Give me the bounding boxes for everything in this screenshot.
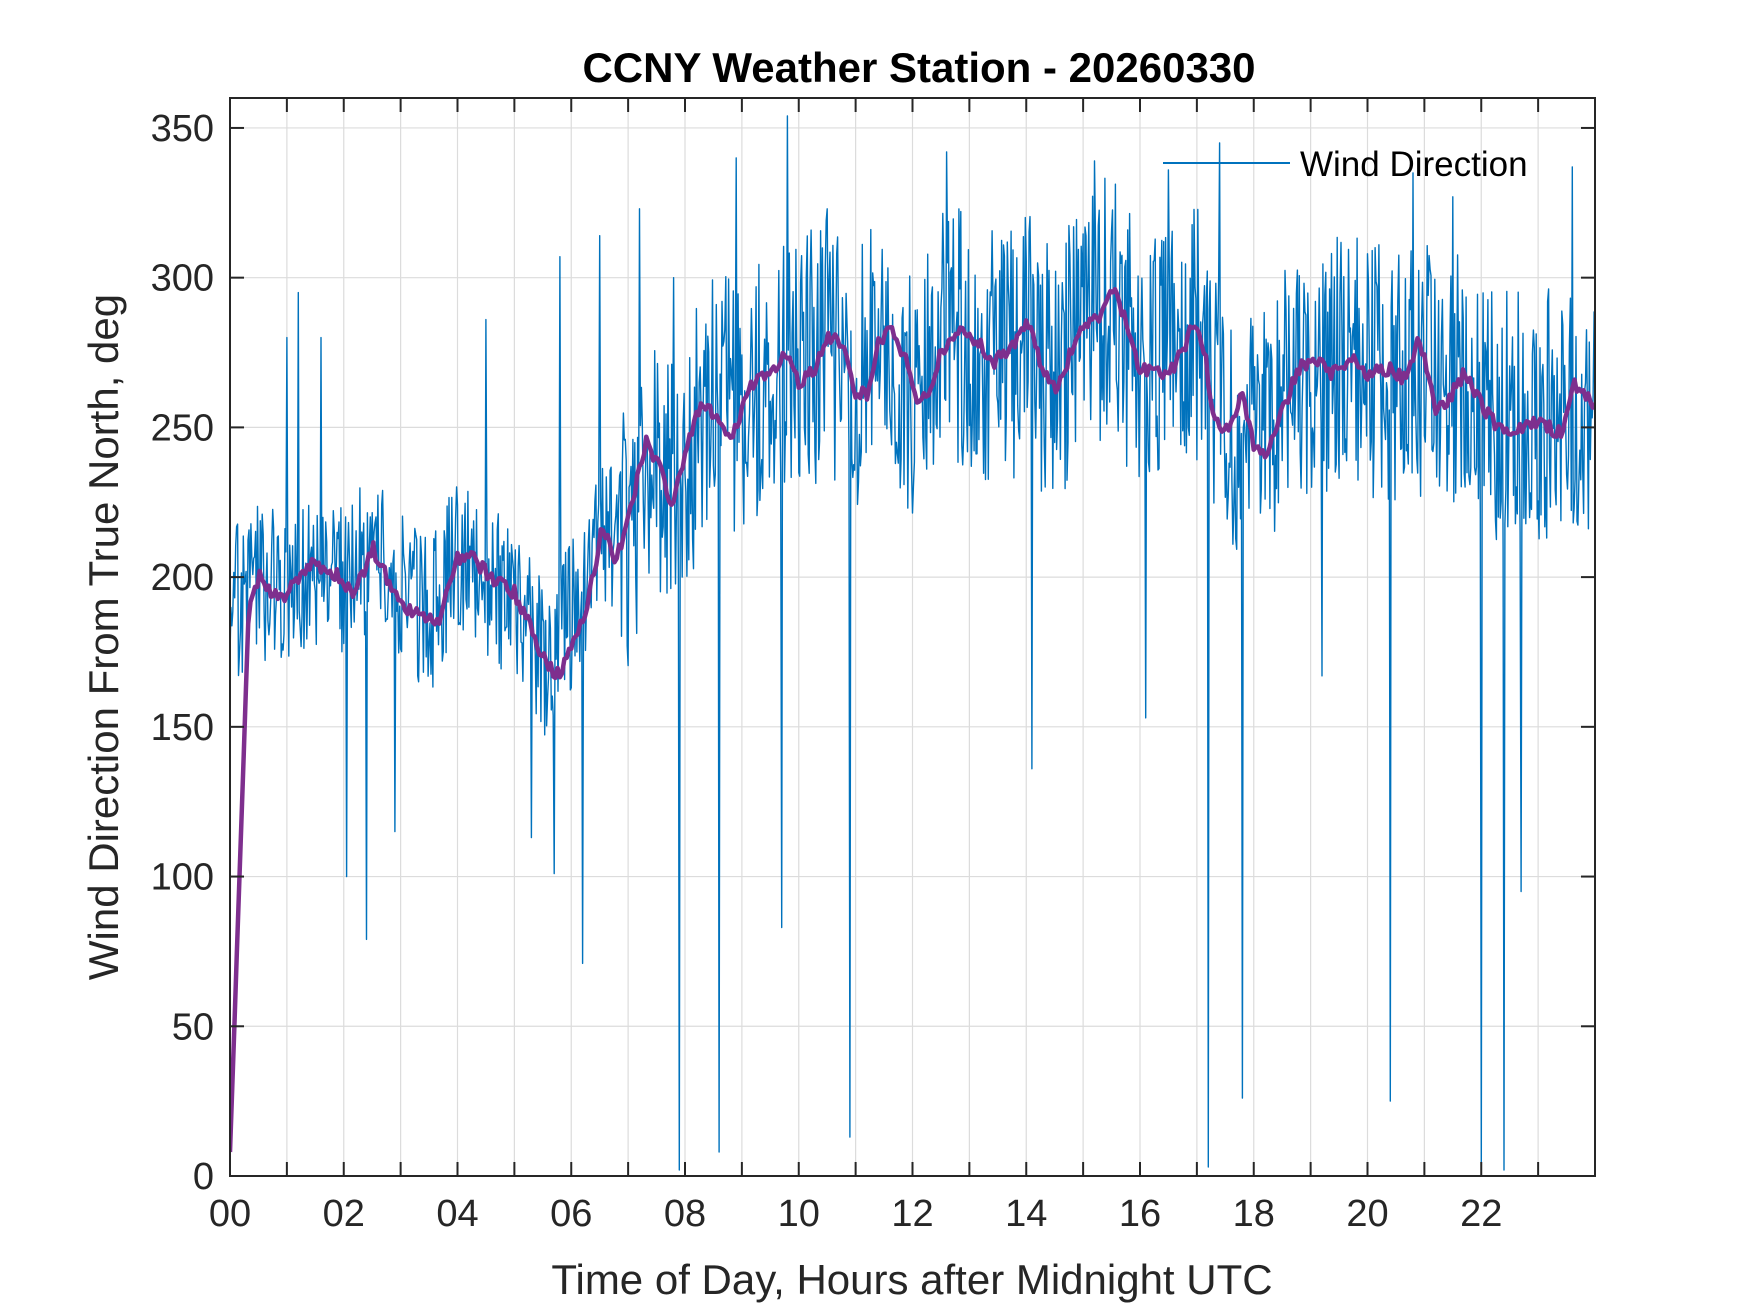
x-tick-label: 02	[323, 1193, 365, 1235]
x-tick-label: 18	[1233, 1193, 1275, 1235]
y-tick-label: 100	[151, 857, 214, 899]
y-tick-label: 50	[172, 1006, 214, 1048]
legend: Wind Direction	[1163, 145, 1528, 184]
legend-label-wind-direction: Wind Direction	[1300, 145, 1528, 184]
axes	[229, 97, 1596, 1177]
x-tick-label: 04	[436, 1193, 478, 1235]
series-line-moving-average	[230, 286, 1595, 1153]
chart-title: CCNY Weather Station - 20260330	[582, 44, 1255, 91]
x-tick-label: 00	[209, 1193, 251, 1235]
x-tick-label: 14	[1005, 1193, 1047, 1235]
y-tick-label: 350	[151, 108, 214, 150]
y-tick-labels: 0 50 100 150 200 250 300 350	[151, 108, 214, 1198]
x-tick-label: 12	[891, 1193, 933, 1235]
y-tick-label: 250	[151, 407, 214, 449]
x-tick-label: 22	[1460, 1193, 1502, 1235]
y-tick-label: 200	[151, 557, 214, 599]
x-tick-label: 10	[778, 1193, 820, 1235]
series-line-wind-direction	[230, 115, 1595, 1171]
y-tick-label: 0	[193, 1156, 214, 1198]
series-layer	[230, 115, 1595, 1171]
x-tick-label: 20	[1346, 1193, 1388, 1235]
x-axis-label: Time of Day, Hours after Midnight UTC	[551, 1256, 1272, 1303]
y-tick-label: 300	[151, 258, 214, 300]
y-tick-label: 150	[151, 707, 214, 749]
x-tick-label: 16	[1119, 1193, 1161, 1235]
x-tick-label: 08	[664, 1193, 706, 1235]
x-tick-label: 06	[550, 1193, 592, 1235]
grid	[230, 98, 1595, 1176]
x-tick-labels: 00 02 04 06 08 10 12 14 16 18 20 22	[209, 1193, 1503, 1235]
y-axis-label: Wind Direction From True North, deg	[80, 294, 127, 980]
